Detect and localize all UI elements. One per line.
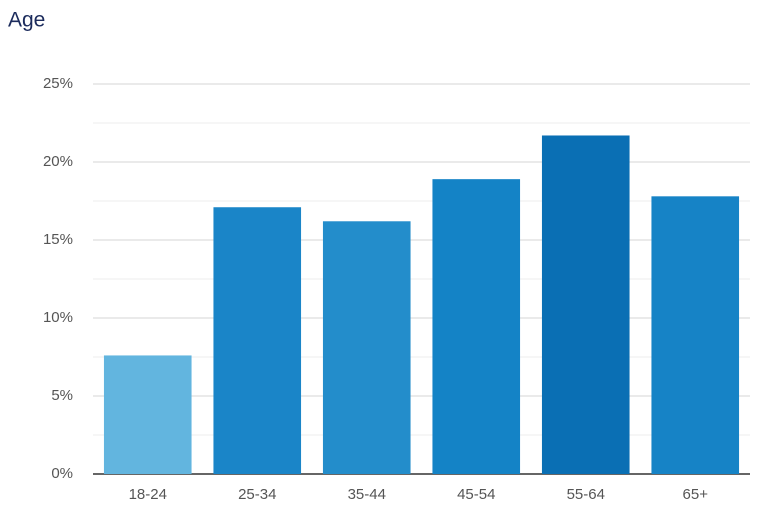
y-tick-label: 15% xyxy=(43,231,73,248)
y-tick-label: 20% xyxy=(43,153,73,170)
bar xyxy=(651,196,740,474)
chart-title: Age xyxy=(8,9,45,32)
y-tick-label: 5% xyxy=(51,387,73,404)
y-tick-label: 25% xyxy=(43,75,73,92)
bar xyxy=(213,207,302,475)
x-tick-label: 55-64 xyxy=(567,486,605,503)
x-tick-label: 45-54 xyxy=(457,486,495,503)
x-tick-label: 35-44 xyxy=(348,486,386,503)
bar xyxy=(432,179,521,474)
bar xyxy=(103,355,192,474)
x-tick-label: 18-24 xyxy=(129,486,167,503)
x-tick-label: 65+ xyxy=(683,486,709,503)
bar xyxy=(322,221,411,474)
bar xyxy=(541,135,630,475)
y-tick-label: 10% xyxy=(43,309,73,326)
x-tick-label: 25-34 xyxy=(238,486,276,503)
y-tick-label: 0% xyxy=(51,465,73,482)
